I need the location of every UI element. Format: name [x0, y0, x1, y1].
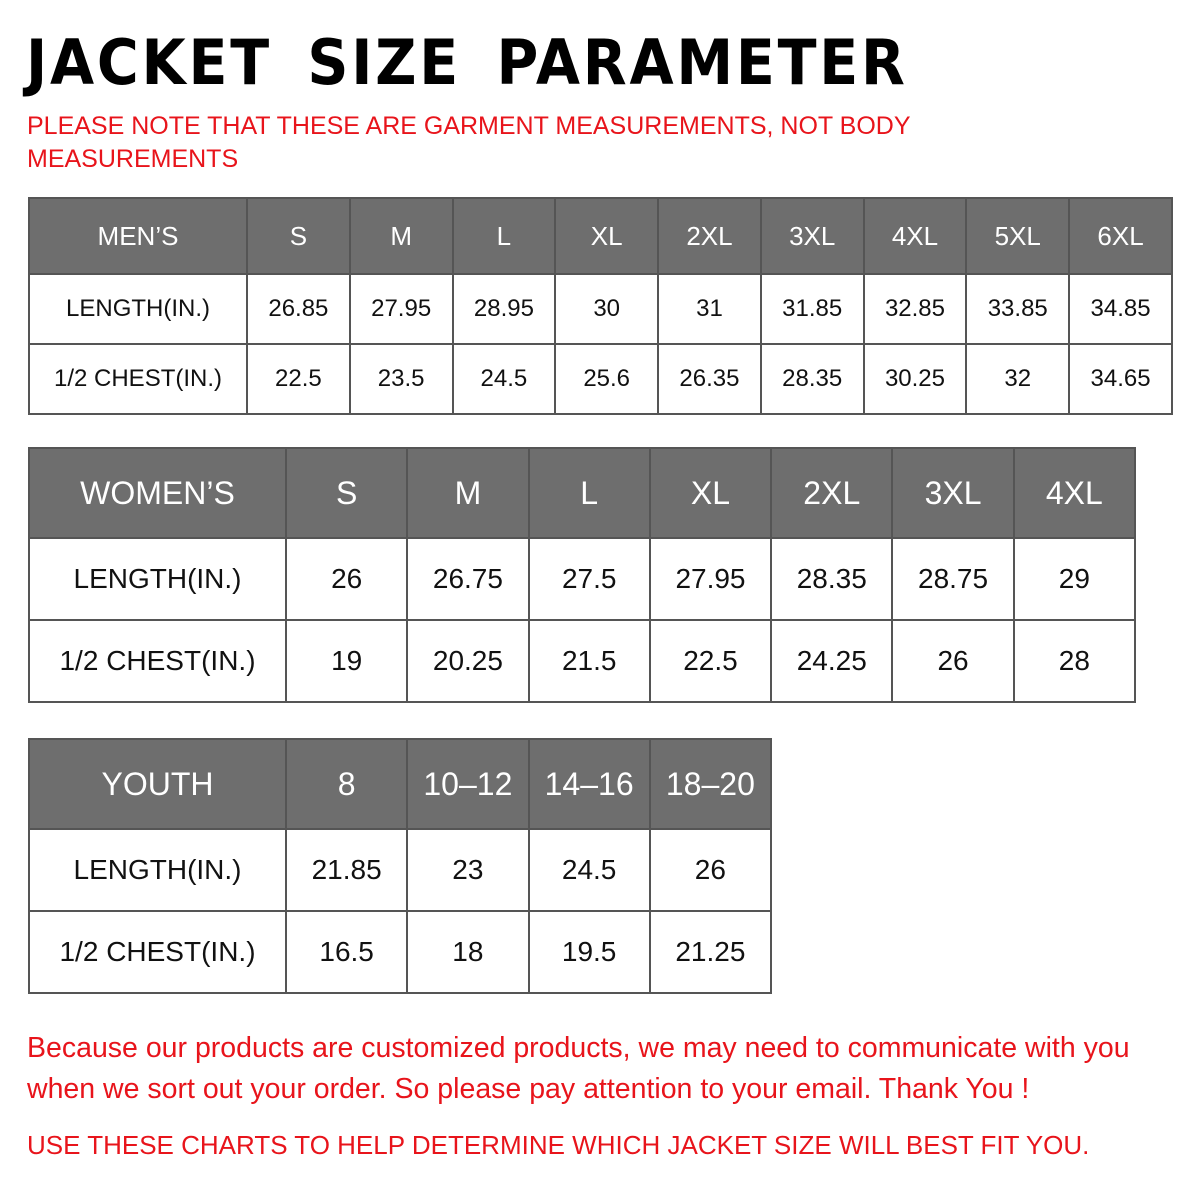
measurement-cell: 24.5	[451, 343, 557, 415]
measurement-cell: 34.65	[1068, 343, 1173, 415]
size-header-cell: XL	[554, 197, 660, 275]
measurement-cell: 22.5	[648, 619, 773, 703]
measurement-cell: 19	[284, 619, 409, 703]
measurement-cell: 23.5	[348, 343, 454, 415]
size-header-cell: L	[527, 447, 651, 539]
table-row: 1/2 CHEST(IN.) 22.5 23.5 24.5 25.6 26.35 28.35…	[28, 343, 1173, 415]
measurement-cell: 21.5	[527, 619, 651, 703]
measurement-cell: 16.5	[284, 910, 409, 994]
mens-size-table: MEN’S S M L XL 2XL 3XL 4XL 5XL 6XL LENGTH(IN.) 26.8…	[28, 197, 1173, 415]
table-row: 1/2 CHEST(IN.) 19 20.25 21.5 22.5 24.25 26 28	[28, 619, 1137, 703]
measurement-cell: 32.85	[862, 273, 968, 345]
table-header-row: YOUTH 8 10–12 14–16 18–20	[28, 738, 773, 830]
measurement-cell: 24.25	[770, 619, 894, 703]
measurement-cell: 30.25	[862, 343, 968, 415]
customization-notice: Because our products are customized prod…	[27, 1032, 1130, 1105]
size-header-cell: 6XL	[1068, 197, 1173, 275]
measurement-cell: 28.35	[770, 537, 894, 621]
row-label-cell: YOUTH	[28, 738, 287, 830]
size-header-cell: 4XL	[862, 197, 968, 275]
size-header-cell: 4XL	[1012, 447, 1137, 539]
measurement-cell: 31.85	[759, 273, 865, 345]
measurement-cell: 28.95	[451, 273, 557, 345]
size-header-cell: L	[451, 197, 557, 275]
row-label-cell: 1/2 CHEST(IN.)	[28, 619, 287, 703]
measurement-cell: 21.25	[648, 910, 773, 994]
table-header-row: WOMEN’S S M L XL 2XL 3XL 4XL	[28, 447, 1137, 539]
measurement-cell: 28.75	[891, 537, 1015, 621]
size-header-cell: 2XL	[770, 447, 894, 539]
measurement-cell: 19.5	[527, 910, 651, 994]
measurement-cell: 23	[406, 828, 530, 912]
measurement-cell: 26.35	[657, 343, 762, 415]
size-header-cell: 18–20	[648, 738, 773, 830]
measurement-cell: 26.75	[406, 537, 530, 621]
measurement-cell: 34.85	[1068, 273, 1173, 345]
measurement-cell: 26	[284, 537, 409, 621]
size-header-cell: XL	[648, 447, 773, 539]
size-header-cell: 5XL	[965, 197, 1071, 275]
measurement-cell: 22.5	[246, 343, 351, 415]
size-header-cell: 8	[284, 738, 409, 830]
measurement-cell: 27.95	[348, 273, 454, 345]
size-header-cell: S	[246, 197, 351, 275]
row-label-cell: MEN’S	[28, 197, 248, 275]
measurement-cell: 26	[891, 619, 1015, 703]
size-header-cell: M	[406, 447, 530, 539]
size-header-cell: 3XL	[891, 447, 1015, 539]
row-label-cell: WOMEN’S	[28, 447, 287, 539]
table-header-row: MEN’S S M L XL 2XL 3XL 4XL 5XL 6XL	[28, 197, 1173, 275]
table-row: 1/2 CHEST(IN.) 16.5 18 19.5 21.25	[28, 910, 773, 994]
row-label-cell: LENGTH(IN.)	[28, 273, 248, 345]
measurement-cell: 27.5	[527, 537, 651, 621]
row-label-cell: 1/2 CHEST(IN.)	[28, 910, 287, 994]
chart-usage-note: USE THESE CHARTS TO HELP DETERMINE WHICH…	[27, 1130, 1090, 1160]
size-header-cell: 3XL	[759, 197, 865, 275]
measurement-cell: 31	[657, 273, 762, 345]
measurement-cell: 25.6	[554, 343, 660, 415]
size-header-cell: 14–16	[527, 738, 651, 830]
size-header-cell: 2XL	[657, 197, 762, 275]
row-label-cell: LENGTH(IN.)	[28, 537, 287, 621]
measurement-cell: 20.25	[406, 619, 530, 703]
measurement-cell: 24.5	[527, 828, 651, 912]
measurement-cell: 21.85	[284, 828, 409, 912]
measurement-cell: 26.85	[246, 273, 351, 345]
measurement-cell: 33.85	[965, 273, 1071, 345]
size-header-cell: 10–12	[406, 738, 530, 830]
measurement-cell: 27.95	[648, 537, 773, 621]
row-label-cell: LENGTH(IN.)	[28, 828, 287, 912]
table-row: LENGTH(IN.) 26 26.75 27.5 27.95 28.35 28.75 29	[28, 537, 1137, 621]
size-header-cell: S	[284, 447, 409, 539]
page-title: JACKET SIZE PARAMETER	[26, 26, 908, 99]
youth-size-table: YOUTH 8 10–12 14–16 18–20 LENGTH(IN.) 21.85 23 2…	[28, 738, 773, 994]
size-header-cell: M	[348, 197, 454, 275]
table-row: LENGTH(IN.) 21.85 23 24.5 26	[28, 828, 773, 912]
measurement-cell: 32	[965, 343, 1071, 415]
measurement-cell: 30	[554, 273, 660, 345]
row-label-cell: 1/2 CHEST(IN.)	[28, 343, 248, 415]
womens-size-table: WOMEN’S S M L XL 2XL 3XL 4XL LENGTH(IN.) 26 26.75 2…	[28, 447, 1137, 703]
measurement-cell: 26	[648, 828, 773, 912]
measurement-cell: 28.35	[759, 343, 865, 415]
measurement-note: PLEASE NOTE THAT THESE ARE GARMENT MEASU…	[27, 112, 911, 173]
table-row: LENGTH(IN.) 26.85 27.95 28.95 30 31 31.85 32.85…	[28, 273, 1173, 345]
measurement-cell: 29	[1012, 537, 1137, 621]
measurement-cell: 28	[1012, 619, 1137, 703]
measurement-cell: 18	[406, 910, 530, 994]
